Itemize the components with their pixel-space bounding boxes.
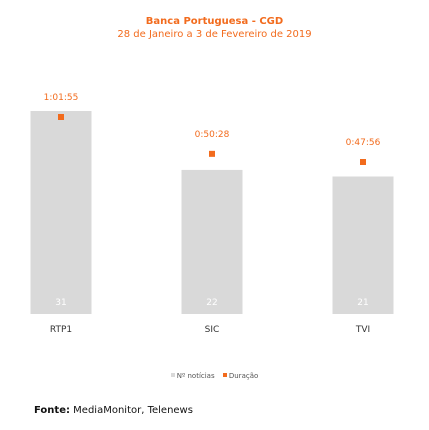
bar-sic: [181, 169, 243, 314]
legend-swatch-duration: [222, 373, 227, 377]
duration-marker-tvi: [360, 159, 366, 165]
duration-marker-rtp1: [58, 114, 64, 120]
x-tick-label-tvi: TVI: [355, 325, 370, 335]
bar-tvi: [332, 176, 394, 314]
duration-marker-sic: [209, 150, 215, 157]
legend-item-duration: Duração: [222, 372, 259, 380]
legend-label-duration: Duração: [228, 372, 259, 380]
bar-value-label-rtp1: 31: [55, 298, 66, 308]
source-label: Fonte:: [34, 405, 70, 416]
legend-swatch-news-count: [170, 373, 175, 377]
legend-item-news-count: Nº notícias: [170, 372, 217, 380]
source-note: Fonte: MediaMonitor, Telenews: [34, 405, 193, 416]
duration-label-tvi: 0:47:56: [346, 138, 381, 148]
chart-title: Banca Portuguesa - CGD: [145, 16, 284, 27]
bar-value-label-tvi: 21: [357, 298, 368, 308]
chart-legend: Nº notícias Duração: [0, 372, 429, 380]
duration-label-sic: 0:50:28: [195, 130, 230, 140]
source-text: MediaMonitor, Telenews: [73, 405, 193, 416]
chart-subtitle: 28 de Janeiro a 3 de Fevereiro de 2019: [117, 29, 312, 40]
bar-value-label-sic: 22: [206, 298, 217, 308]
legend-label-news-count: Nº notícias: [176, 372, 215, 380]
duration-label-rtp1: 1:01:55: [44, 93, 79, 103]
x-tick-label-sic: SIC: [205, 325, 220, 335]
x-tick-label-rtp1: RTP1: [50, 325, 72, 335]
bar-rtp1: [30, 111, 92, 314]
